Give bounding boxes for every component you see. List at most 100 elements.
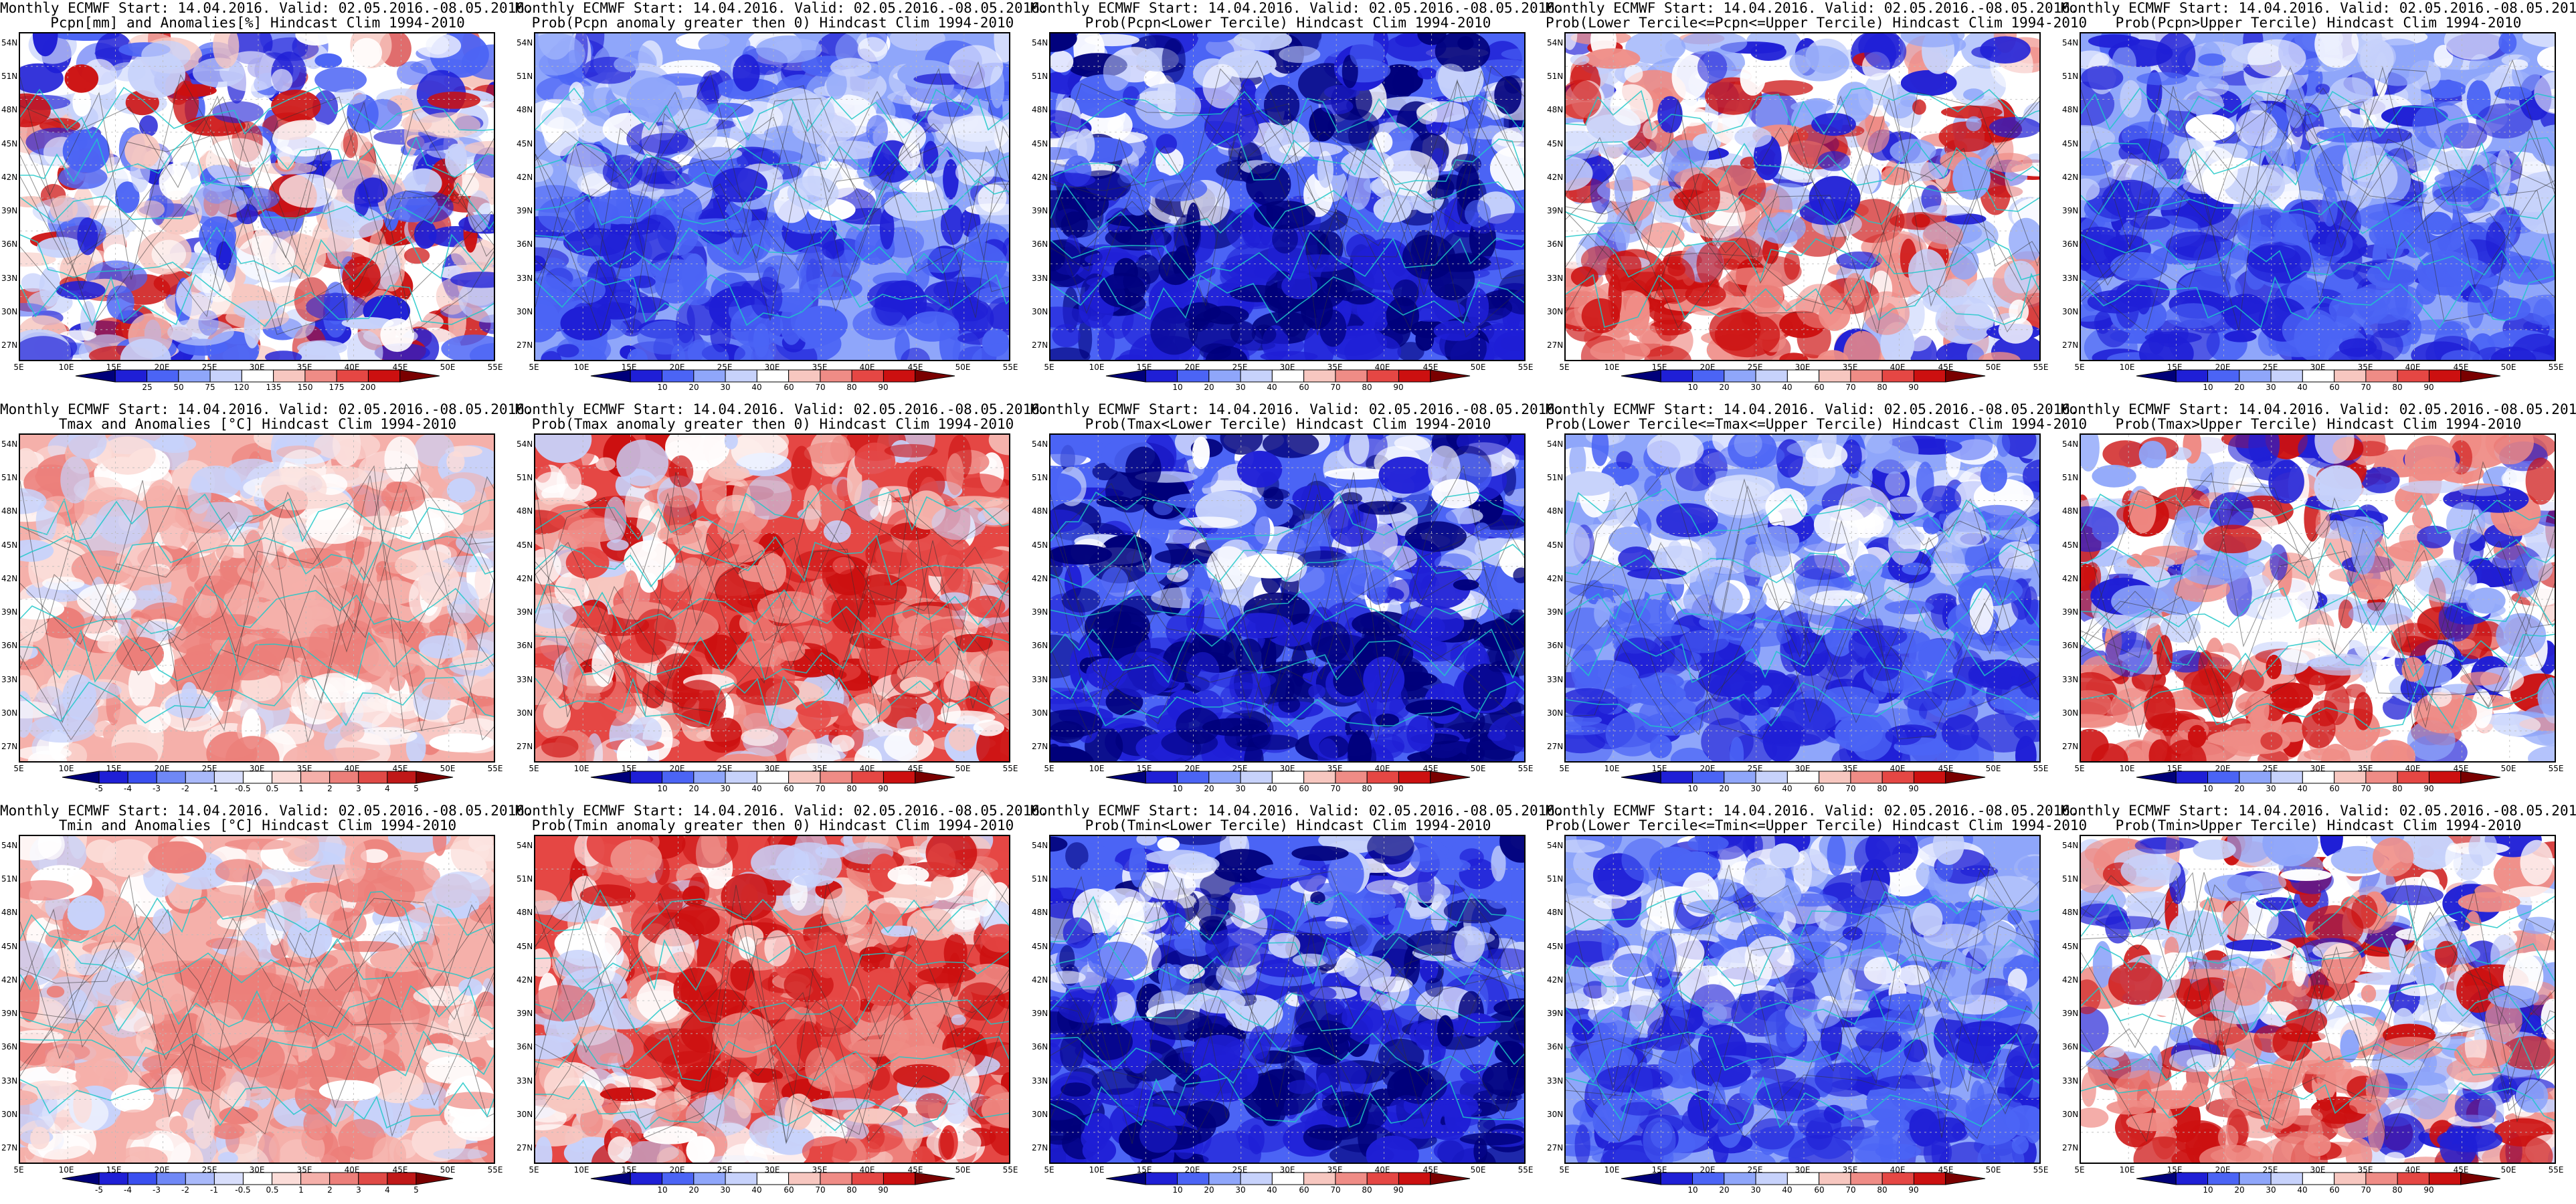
colorbar-segment — [1945, 771, 1986, 784]
lat-tick-label: 39N — [1, 1009, 18, 1018]
colorbar — [1105, 369, 1471, 383]
lat-tick-label: 45N — [1032, 139, 1048, 148]
lat-tick-label: 36N — [1, 239, 18, 249]
colorbar — [1105, 1172, 1471, 1185]
lon-tick-label: 5E — [13, 363, 24, 372]
colorbar-label: 10 — [1172, 1185, 1183, 1195]
colorbar-label: 60 — [784, 383, 794, 392]
colorbar-label: 20 — [688, 1185, 699, 1195]
map-image — [2081, 435, 2555, 761]
panel-title: Monthly ECMWF Start: 14.04.2016. Valid: … — [2061, 0, 2576, 16]
colorbar-segment — [2239, 369, 2272, 383]
lon-tick-label: 5E — [1044, 764, 1054, 773]
colorbar-label: 70 — [1845, 383, 1856, 392]
colorbar — [590, 369, 955, 383]
colorbar-label: 40 — [1267, 1185, 1277, 1195]
colorbar-label: 20 — [2234, 1185, 2245, 1195]
panel-title: Monthly ECMWF Start: 14.04.2016. Valid: … — [0, 0, 533, 16]
panel-title: Monthly ECMWF Start: 14.04.2016. Valid: … — [1546, 0, 2079, 16]
map-panel: Monthly ECMWF Start: 14.04.2016. Valid: … — [2061, 401, 2576, 803]
colorbar-label: 60 — [2329, 784, 2340, 793]
colorbar-segment — [1208, 771, 1241, 784]
colorbar-segment — [213, 771, 244, 784]
colorbar-label: 10 — [657, 383, 668, 392]
map-panel: Monthly ECMWF Start: 14.04.2016. Valid: … — [1030, 803, 1564, 1204]
panel-title: Monthly ECMWF Start: 14.04.2016. Valid: … — [0, 401, 533, 417]
lat-tick-label: 36N — [1032, 1042, 1048, 1051]
colorbar-segment — [1660, 369, 1693, 383]
colorbar-label: 90 — [1393, 383, 1404, 392]
lat-tick-label: 48N — [2062, 908, 2079, 917]
colorbar-label: 10 — [1172, 784, 1183, 793]
lon-tick-label: 50E — [2500, 363, 2516, 372]
colorbar-segment — [2397, 771, 2429, 784]
lon-tick-label: 55E — [2033, 1165, 2049, 1175]
lon-tick-label: 5E — [1559, 363, 1570, 372]
lon-tick-label: 50E — [2500, 764, 2516, 773]
lat-tick-label: 27N — [2062, 340, 2079, 350]
colorbar-segment — [662, 369, 695, 383]
colorbar-segment — [693, 1172, 726, 1185]
lon-tick-label: 5E — [529, 764, 539, 773]
colorbar-label: 80 — [1877, 784, 1888, 793]
colorbar-segment — [1724, 1172, 1756, 1185]
lat-tick-label: 54N — [1547, 841, 1564, 850]
map-plot — [2080, 32, 2556, 361]
colorbar-segment — [883, 771, 916, 784]
colorbar-label: 90 — [878, 1185, 889, 1195]
lat-tick-label: 30N — [2062, 1110, 2079, 1119]
panel-title: Monthly ECMWF Start: 14.04.2016. Valid: … — [2061, 401, 2576, 417]
lat-tick-label: 27N — [1032, 1143, 1048, 1152]
colorbar-label: 70 — [1330, 1185, 1341, 1195]
colorbar-label: 80 — [2392, 784, 2403, 793]
map-plot — [534, 433, 1010, 763]
colorbar-segment — [127, 771, 157, 784]
colorbar-segment — [2428, 1172, 2462, 1185]
colorbar-label: 10 — [1172, 383, 1183, 392]
map-image — [20, 33, 494, 360]
colorbar-segment — [1724, 369, 1756, 383]
map-panel: Monthly ECMWF Start: 14.04.2016. Valid: … — [515, 401, 1048, 803]
colorbar-label: -2 — [181, 1185, 189, 1195]
colorbar-segment — [1105, 1172, 1146, 1185]
colorbar-label: 20 — [2234, 383, 2245, 392]
colorbar-label: 0.5 — [266, 784, 279, 793]
colorbar-segment — [1145, 1172, 1178, 1185]
colorbar-label: 3 — [356, 784, 361, 793]
lat-tick-label: 54N — [1032, 439, 1048, 449]
lon-tick-label: 55E — [487, 363, 503, 372]
lat-tick-label: 48N — [2062, 506, 2079, 516]
colorbar-segment — [1913, 1172, 1946, 1185]
colorbar-label: 20 — [1204, 383, 1214, 392]
lon-tick-label: 55E — [1517, 363, 1534, 372]
colorbar-segment — [1240, 1172, 1273, 1185]
colorbar-label: 25 — [142, 383, 153, 392]
colorbar-segment — [1398, 771, 1431, 784]
colorbar-segment — [1692, 1172, 1725, 1185]
colorbar — [590, 1172, 955, 1185]
colorbar-segment — [2207, 771, 2240, 784]
lon-tick-label: 50E — [1985, 764, 2001, 773]
lat-tick-label: 36N — [1032, 239, 1048, 249]
lat-tick-label: 51N — [2062, 72, 2079, 81]
lat-tick-label: 33N — [1547, 675, 1564, 684]
colorbar-label: 3 — [356, 1185, 361, 1195]
colorbar-label: 5 — [413, 1185, 419, 1195]
panel-subtitle: Prob(Pcpn anomaly greater then 0) Hindca… — [531, 15, 1014, 31]
lon-tick-label: 10E — [1089, 1165, 1105, 1175]
lat-tick-label: 54N — [517, 439, 533, 449]
lat-tick-label: 30N — [517, 307, 533, 316]
lat-tick-label: 27N — [1, 742, 18, 751]
lat-tick-label: 33N — [517, 1076, 533, 1086]
colorbar-segment — [1881, 369, 1914, 383]
colorbar-segment — [883, 369, 916, 383]
lat-tick-label: 30N — [1032, 307, 1048, 316]
colorbar-label: 0.5 — [266, 1185, 279, 1195]
lon-tick-label: 55E — [1002, 1165, 1018, 1175]
lat-tick-label: 42N — [1032, 975, 1048, 985]
lon-tick-label: 55E — [2033, 363, 2049, 372]
colorbar-segment — [820, 1172, 852, 1185]
colorbar-segment — [1208, 369, 1241, 383]
panel-title: Monthly ECMWF Start: 14.04.2016. Valid: … — [1546, 803, 2079, 819]
lat-tick-label: 39N — [2062, 206, 2079, 215]
